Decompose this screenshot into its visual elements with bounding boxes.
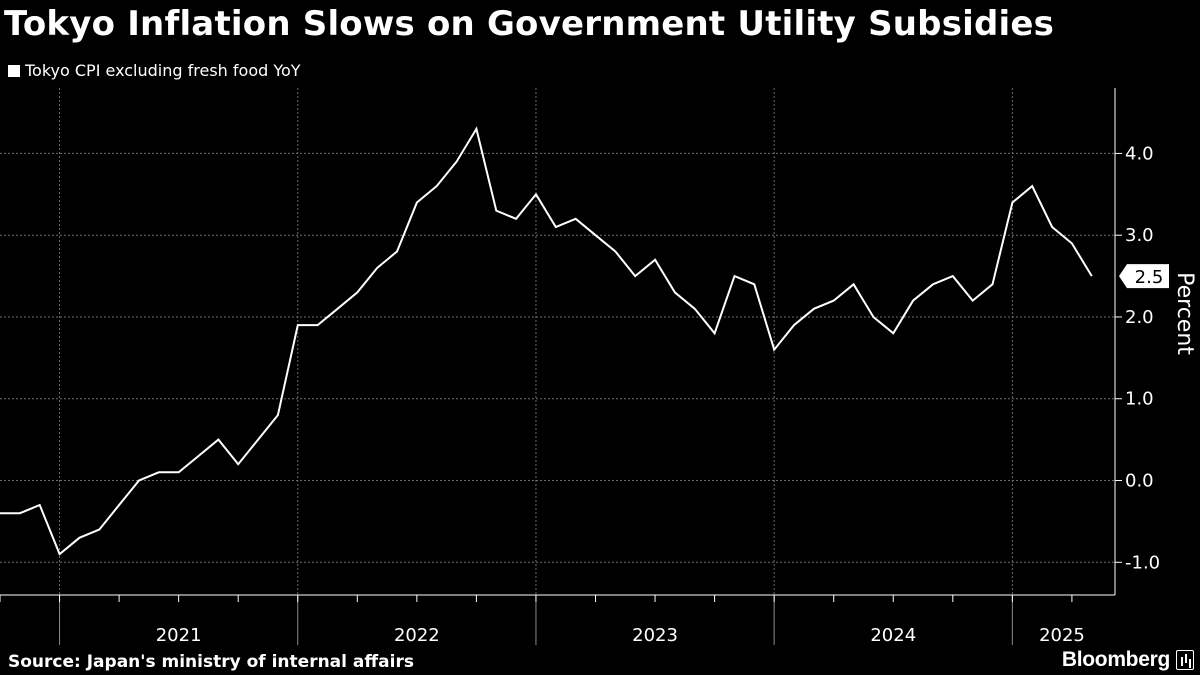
series-line: [0, 126, 1093, 556]
source-note: Source: Japan's ministry of internal aff…: [8, 652, 414, 672]
legend: Tokyo CPI excluding fresh food YoY: [8, 61, 301, 80]
y-tick-label: 1.0: [1125, 389, 1154, 410]
y-tick-label: -1.0: [1125, 552, 1160, 573]
x-tick-label: 2023: [632, 625, 678, 646]
last-value-label: 2.5: [1135, 267, 1164, 288]
legend-swatch: [8, 64, 20, 77]
legend-label: Tokyo CPI excluding fresh food YoY: [25, 61, 301, 80]
y-tick-label: 2.0: [1125, 307, 1154, 328]
x-tick-label: 2025: [1039, 625, 1085, 646]
last-value-badge: [1119, 264, 1169, 289]
brand-logo-text: Bloomberg: [1061, 648, 1170, 671]
chart-title: Tokyo Inflation Slows on Government Util…: [4, 4, 1055, 44]
y-tick-label: 4.0: [1125, 143, 1154, 164]
bloomberg-chart-icon: [1176, 650, 1194, 670]
x-tick-label: 2024: [870, 625, 916, 646]
y-axis-label: Percent: [1172, 272, 1197, 355]
y-tick-label: 0.0: [1125, 471, 1154, 492]
y-tick-label: 3.0: [1125, 225, 1154, 246]
x-tick-label: 2021: [156, 625, 202, 646]
x-tick-label: 2022: [394, 625, 440, 646]
